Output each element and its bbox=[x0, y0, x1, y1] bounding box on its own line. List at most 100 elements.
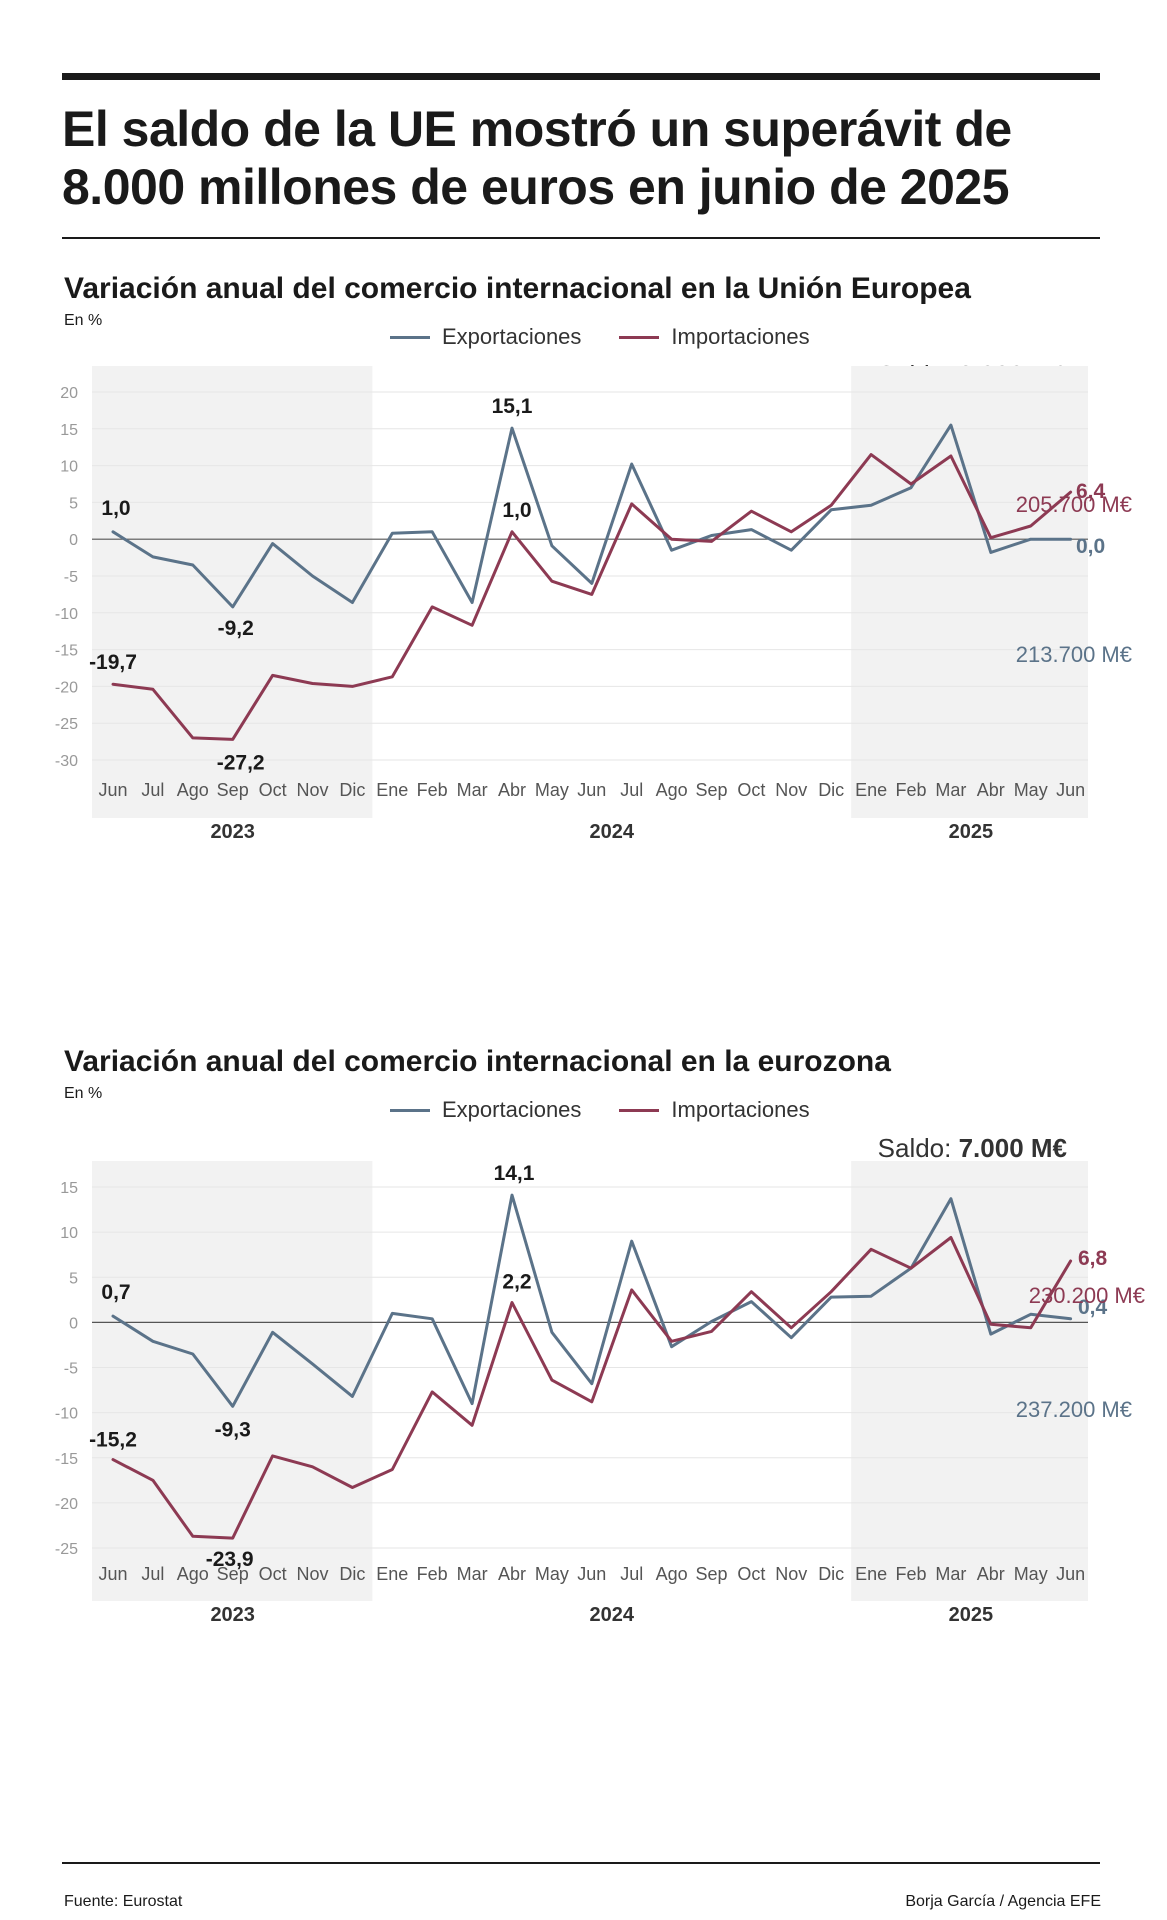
x-tick-label: Ene bbox=[376, 1564, 408, 1584]
y-tick-label: -15 bbox=[55, 643, 78, 660]
x-tick-label: Ago bbox=[177, 780, 209, 800]
x-tick-label: Jun bbox=[1056, 780, 1085, 800]
data-label: -9,2 bbox=[218, 617, 254, 640]
year-label: 2025 bbox=[949, 1604, 994, 1626]
x-tick-label: Jun bbox=[98, 780, 127, 800]
x-tick-label: Sep bbox=[217, 1564, 249, 1584]
data-label: -19,7 bbox=[89, 651, 137, 674]
footer-credit: Borja García / Agencia EFE bbox=[905, 1893, 1101, 1910]
legend-exports: Exportaciones bbox=[390, 324, 581, 350]
data-label: 2,2 bbox=[502, 1271, 531, 1294]
x-tick-label: Ene bbox=[376, 780, 408, 800]
x-tick-label: Jul bbox=[620, 1564, 643, 1584]
series-imports-line bbox=[111, 453, 1073, 741]
year-band-2025 bbox=[851, 366, 1088, 818]
y-tick-label: -25 bbox=[55, 1541, 78, 1558]
legend: Exportaciones Importaciones bbox=[390, 1097, 810, 1123]
x-tick-label: Oct bbox=[737, 1564, 765, 1584]
legend-imports: Importaciones bbox=[619, 1097, 810, 1123]
y-tick-label: -10 bbox=[55, 606, 78, 623]
y-tick-label: -5 bbox=[64, 569, 78, 586]
x-tick-label: Sep bbox=[695, 780, 727, 800]
data-label: -27,2 bbox=[217, 751, 265, 774]
x-tick-label: May bbox=[1014, 780, 1048, 800]
y-tick-label: -15 bbox=[55, 1451, 78, 1468]
x-tick-label: Mar bbox=[457, 780, 488, 800]
saldo-value: 7.000 M€ bbox=[958, 1133, 1067, 1163]
x-tick-label: Jul bbox=[620, 780, 643, 800]
chart-title: Variación anual del comercio internacion… bbox=[64, 272, 971, 305]
x-tick-label: Jul bbox=[141, 1564, 164, 1584]
y-tick-label: 5 bbox=[69, 1270, 78, 1287]
x-tick-label: Nov bbox=[775, 1564, 807, 1584]
series-imports-line bbox=[111, 1236, 1073, 1540]
year-label: 2023 bbox=[210, 1604, 255, 1626]
unit-label: En % bbox=[64, 312, 103, 329]
data-label: -15,2 bbox=[89, 1429, 137, 1452]
footer-source: Fuente: Eurostat bbox=[64, 1893, 183, 1910]
x-tick-label: Ago bbox=[656, 780, 688, 800]
year-band-2023 bbox=[92, 366, 373, 818]
x-tick-label: Mar bbox=[457, 1564, 488, 1584]
x-tick-label: Sep bbox=[217, 780, 249, 800]
legend: Exportaciones Importaciones bbox=[390, 324, 810, 350]
x-tick-label: Mar bbox=[935, 1564, 966, 1584]
x-tick-label: Abr bbox=[977, 1564, 1005, 1584]
legend-imports-label: Importaciones bbox=[671, 324, 810, 349]
y-tick-label: -10 bbox=[55, 1406, 78, 1423]
y-tick-label: -25 bbox=[55, 716, 78, 733]
year-label: 2024 bbox=[590, 1604, 635, 1626]
x-tick-label: Nov bbox=[775, 780, 807, 800]
chart-title: Variación anual del comercio internacion… bbox=[64, 1045, 891, 1078]
x-tick-label: Abr bbox=[498, 1564, 526, 1584]
legend-imports: Importaciones bbox=[619, 324, 810, 350]
saldo-label: Saldo: 7.000 M€ bbox=[878, 1133, 1067, 1164]
chart-eurozone-section: Variación anual del comercio internacion… bbox=[0, 1045, 1167, 1805]
data-label: 0,7 bbox=[101, 1281, 130, 1304]
legend-exports: Exportaciones bbox=[390, 1097, 581, 1123]
y-tick-label: 0 bbox=[69, 532, 78, 549]
x-tick-label: Nov bbox=[296, 780, 328, 800]
year-band-2025 bbox=[851, 1161, 1088, 1601]
data-label: 14,1 bbox=[494, 1162, 535, 1185]
x-tick-label: Abr bbox=[498, 780, 526, 800]
legend-imports-label: Importaciones bbox=[671, 1097, 810, 1122]
legend-imports-swatch bbox=[619, 335, 660, 339]
x-tick-label: Ago bbox=[656, 1564, 688, 1584]
y-tick-label: 0 bbox=[69, 1315, 78, 1332]
x-tick-label: May bbox=[535, 780, 569, 800]
top-bar bbox=[62, 73, 1100, 80]
x-tick-label: Dic bbox=[818, 1564, 844, 1584]
x-tick-label: May bbox=[1014, 1564, 1048, 1584]
x-tick-label: Dic bbox=[818, 780, 844, 800]
x-tick-label: Sep bbox=[695, 1564, 727, 1584]
year-label: 2023 bbox=[210, 821, 255, 843]
legend-exports-swatch bbox=[390, 1108, 430, 1112]
data-label: 6,4 bbox=[1076, 480, 1106, 503]
y-tick-label: 10 bbox=[60, 1225, 78, 1242]
x-tick-label: Abr bbox=[977, 780, 1005, 800]
x-tick-label: Dic bbox=[339, 780, 365, 800]
legend-exports-label: Exportaciones bbox=[442, 1097, 582, 1122]
chart-eu-plot: 20 15 10 5 0 -5 -10 -15 -20 -25 -30 Jun Jul Ago Sep Oct… bbox=[55, 366, 1132, 843]
series-exports-line bbox=[111, 423, 1073, 609]
x-tick-label: Oct bbox=[737, 780, 765, 800]
unit-label: En % bbox=[64, 1085, 103, 1102]
chart-eu-section: Variación anual del comercio internacion… bbox=[0, 272, 1167, 1032]
y-tick-label: 15 bbox=[60, 1180, 78, 1197]
x-tick-label: Nov bbox=[296, 1564, 328, 1584]
legend-exports-swatch bbox=[390, 335, 430, 339]
x-tick-label: Ene bbox=[855, 780, 887, 800]
y-tick-label: -5 bbox=[64, 1361, 78, 1378]
y-tick-label: 10 bbox=[60, 459, 78, 476]
y-tick-label: -20 bbox=[55, 1496, 78, 1513]
data-label: -9,3 bbox=[215, 1418, 251, 1441]
footer-divider bbox=[62, 1862, 1100, 1864]
data-label: -23,9 bbox=[206, 1548, 254, 1571]
y-tick-label: -30 bbox=[55, 753, 78, 770]
y-tick-label: 20 bbox=[60, 385, 78, 402]
data-label: 0,0 bbox=[1076, 535, 1105, 558]
legend-exports-label: Exportaciones bbox=[442, 324, 582, 349]
x-tick-label: Oct bbox=[259, 780, 287, 800]
x-tick-label: Mar bbox=[935, 780, 966, 800]
